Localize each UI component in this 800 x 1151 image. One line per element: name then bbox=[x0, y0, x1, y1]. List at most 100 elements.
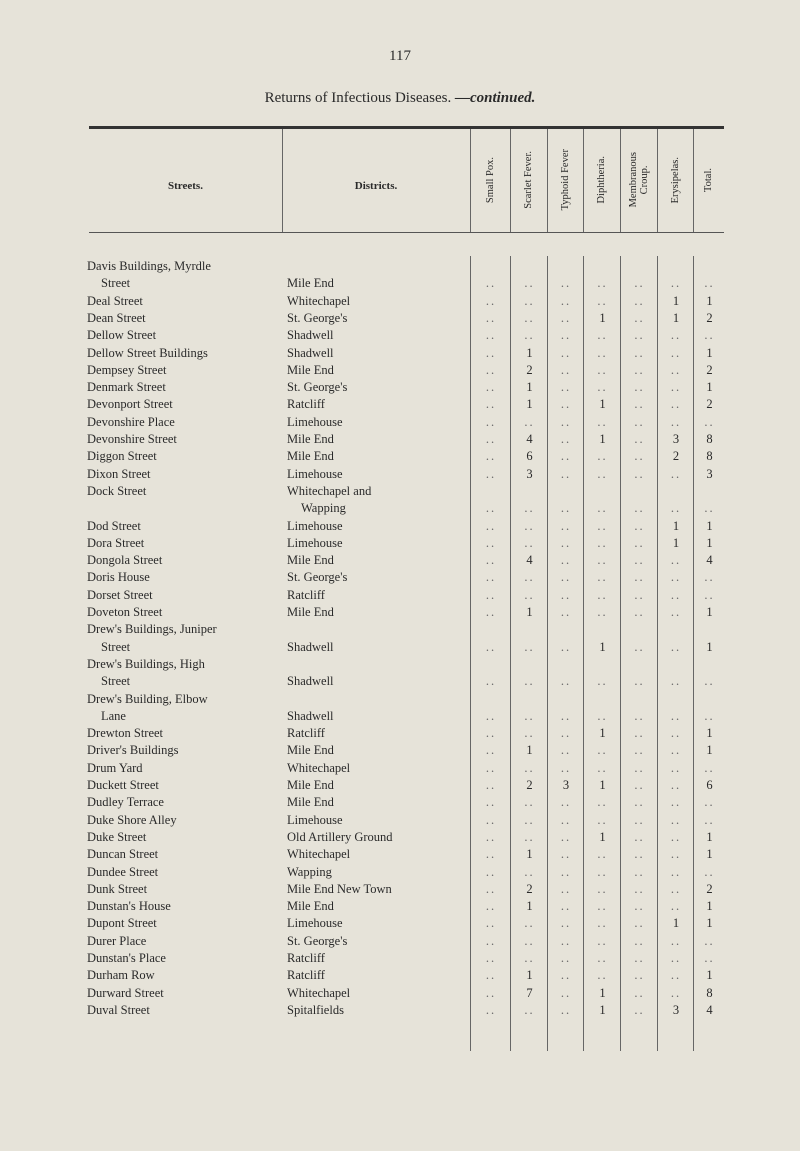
cell-value: 1 bbox=[599, 778, 606, 792]
street-name: Durer Place bbox=[87, 934, 287, 951]
district-name: Limehouse bbox=[287, 519, 467, 536]
cell-value: .. bbox=[524, 328, 535, 343]
district-line: Whitechapel and bbox=[287, 483, 372, 498]
street-name: Duke Shore Alley bbox=[87, 813, 287, 830]
district-line: Mile End bbox=[287, 449, 334, 464]
district-line: Wapping bbox=[301, 501, 346, 516]
street-name: Dora Street bbox=[87, 536, 287, 553]
cell-value: .. bbox=[597, 466, 608, 481]
street-line: Durward Street bbox=[87, 985, 164, 1000]
district-name: Mile End bbox=[287, 553, 467, 570]
cell-value: .. bbox=[670, 414, 682, 429]
cell-value: .. bbox=[634, 501, 645, 516]
header-label: Membranous Croup. bbox=[627, 152, 650, 208]
cell-value: .. bbox=[485, 795, 497, 810]
cell-value: .. bbox=[634, 881, 645, 896]
table-row: Dixon Street Limehouse.. 3........ 3 bbox=[0, 467, 800, 484]
district-line: St. George's bbox=[287, 310, 348, 325]
cell-value: .. bbox=[634, 968, 645, 983]
cell-value: 1 bbox=[672, 535, 680, 550]
cell-value: .. bbox=[485, 570, 497, 585]
column-divider bbox=[470, 129, 471, 232]
cell-value: .. bbox=[704, 570, 715, 585]
cell-value: 1 bbox=[599, 432, 606, 446]
cell-value: .. bbox=[634, 674, 645, 689]
table-row: Denmark Street St. George's.. 1........ 1 bbox=[0, 380, 800, 397]
cell-value: .. bbox=[485, 310, 497, 325]
table-row: Devonshire Place Limehouse.............. bbox=[0, 415, 800, 432]
cell-value: 4 bbox=[526, 432, 533, 446]
cell-value: 1 bbox=[706, 726, 713, 741]
cell-value: .. bbox=[597, 674, 608, 689]
cell-value: 8 bbox=[706, 432, 713, 446]
cell-value: .. bbox=[485, 293, 497, 308]
street-line: Dupont Street bbox=[87, 916, 157, 931]
cell-value: .. bbox=[634, 328, 645, 343]
cell-value: .. bbox=[485, 726, 497, 741]
cell-value: .. bbox=[560, 535, 572, 550]
district-line: Ratcliff bbox=[287, 951, 325, 965]
district-name: Old Artillery Ground bbox=[287, 830, 467, 847]
cell-value: .. bbox=[670, 328, 682, 343]
cell-value: .. bbox=[524, 674, 535, 689]
header-3: Diphtheria. bbox=[583, 132, 620, 228]
cell-value: .. bbox=[670, 847, 682, 862]
cell-value: .. bbox=[560, 553, 572, 568]
district-line: Shadwell bbox=[287, 328, 334, 343]
cell-value: 1 bbox=[672, 916, 680, 931]
cell-value: .. bbox=[597, 276, 608, 291]
district-line: Old Artillery Ground bbox=[287, 829, 393, 844]
street-line: Drew's Building, Elbow bbox=[87, 691, 208, 706]
table-row: Dupont Street Limehouse.......... 1 1 bbox=[0, 916, 800, 933]
cell-value: .. bbox=[597, 951, 608, 965]
street-line: Dellow Street bbox=[87, 328, 157, 343]
cell-value: 3 bbox=[672, 1002, 680, 1017]
cell-value: .. bbox=[485, 778, 497, 792]
district-name: Whitechapel bbox=[287, 761, 467, 778]
column-divider bbox=[583, 129, 584, 232]
cell-value: .. bbox=[560, 899, 572, 914]
header-divider bbox=[282, 129, 283, 232]
cell-value: .. bbox=[560, 847, 572, 862]
street-name: Denmark Street bbox=[87, 380, 287, 397]
cell-value: .. bbox=[704, 674, 715, 689]
cell-value: .. bbox=[485, 605, 497, 619]
cell-value: .. bbox=[524, 708, 535, 723]
header-4: Membranous Croup. bbox=[620, 132, 657, 228]
cell-value: .. bbox=[560, 328, 572, 343]
cell-value: .. bbox=[634, 743, 645, 758]
district-name: Mile End bbox=[287, 743, 467, 760]
district-line: Mile End bbox=[287, 743, 334, 758]
district-name: Whitechapel bbox=[287, 847, 467, 864]
cell-value: .. bbox=[597, 362, 608, 377]
cell-value: .. bbox=[560, 951, 572, 965]
cell-value: 2 bbox=[526, 362, 533, 377]
page-title: Returns of Infectious Diseases. —continu… bbox=[0, 90, 800, 107]
district-name: Mile End bbox=[287, 449, 467, 466]
table-row: Drew's Building, Elbow Lane Shadwell......… bbox=[0, 692, 800, 727]
header-label: Total. bbox=[703, 167, 714, 193]
cell-value: .. bbox=[485, 466, 497, 481]
cell-value: .. bbox=[634, 310, 645, 325]
cell-value: .. bbox=[670, 933, 682, 948]
cell-value: .. bbox=[704, 414, 715, 429]
street-name: Drum Yard bbox=[87, 761, 287, 778]
district-line: Limehouse bbox=[287, 535, 343, 550]
column-divider bbox=[510, 129, 511, 232]
cell-value: 1 bbox=[706, 829, 713, 844]
district-name: Mile End New Town bbox=[287, 882, 467, 899]
street-name: Drew's Buildings, High Street bbox=[87, 657, 287, 692]
district-name: Mile End bbox=[287, 259, 467, 294]
cell-value: 1 bbox=[672, 293, 680, 308]
cell-value: .. bbox=[670, 743, 682, 758]
street-name: Dupont Street bbox=[87, 916, 287, 933]
cell-value: .. bbox=[634, 276, 645, 291]
table-row: Davis Buildings, Myrdle Street Mile End...… bbox=[0, 259, 800, 294]
cell-value: .. bbox=[524, 414, 535, 429]
cell-value: .. bbox=[485, 328, 497, 343]
district-line: Shadwell bbox=[287, 708, 334, 723]
page-number: 117 bbox=[389, 48, 411, 64]
cell-value: 1 bbox=[526, 743, 533, 758]
street-line: Dundee Street bbox=[87, 864, 159, 879]
cell-value: .. bbox=[560, 743, 572, 758]
